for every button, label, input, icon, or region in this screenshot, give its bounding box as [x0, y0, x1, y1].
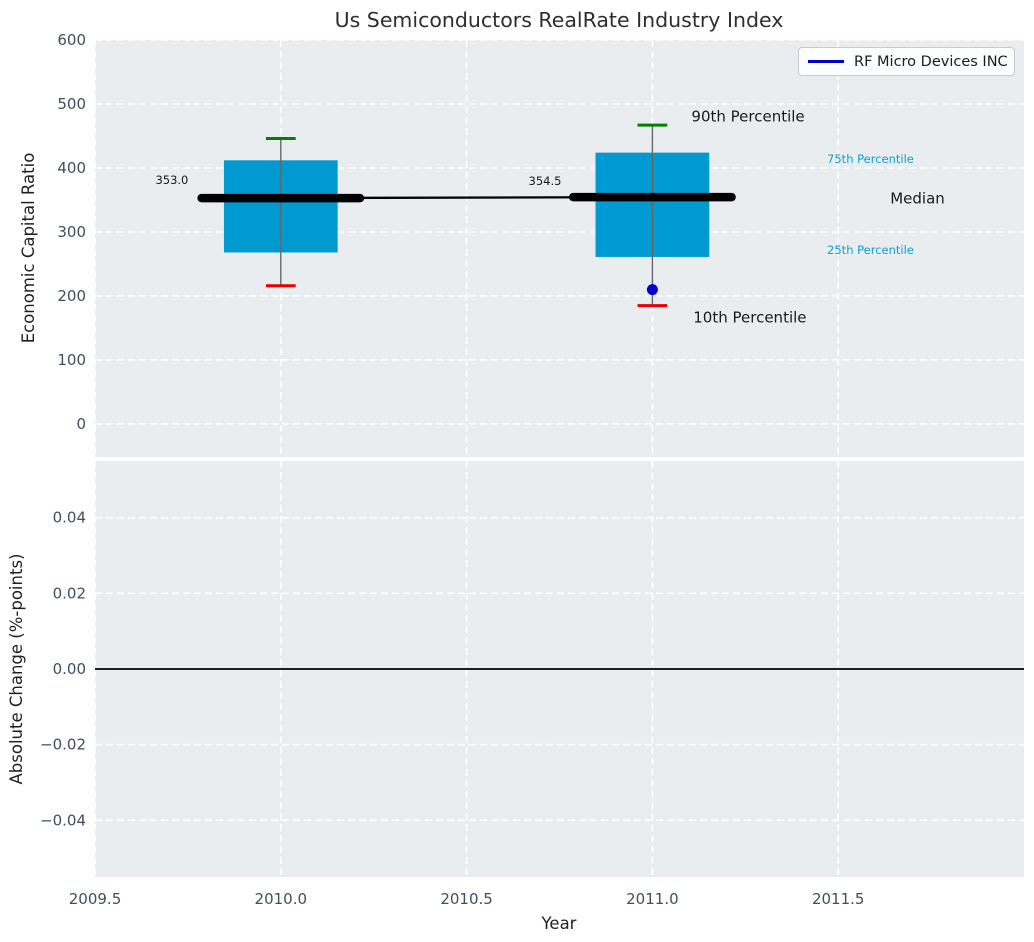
y-tick-label: −0.02 — [40, 736, 86, 754]
annotation-median: Median — [890, 189, 945, 207]
legend-label: RF Micro Devices INC — [854, 53, 1008, 70]
y-tick-label: 0.04 — [53, 509, 86, 527]
x-tick-label: 2010.5 — [440, 890, 493, 908]
y-tick-label: 0 — [76, 415, 86, 433]
annotation-90th-percentile: 90th Percentile — [691, 107, 804, 125]
x-tick-label: 2011.5 — [812, 890, 865, 908]
y-tick-label: 0.02 — [53, 584, 86, 602]
chart-title: Us Semiconductors RealRate Industry Inde… — [335, 8, 784, 32]
y-tick-label: −0.04 — [40, 811, 86, 829]
y-tick-label: 500 — [57, 95, 86, 113]
y-tick-label: 200 — [57, 287, 86, 305]
annotation-353-0: 353.0 — [155, 173, 188, 187]
y-tick-label: 0.00 — [53, 660, 86, 678]
x-tick-label: 2010.0 — [255, 890, 308, 908]
legend: RF Micro Devices INC — [798, 47, 1015, 76]
y-tick-label: 600 — [57, 31, 86, 49]
x-axis-label: Year — [541, 914, 577, 933]
annotation-354-5: 354.5 — [529, 174, 562, 188]
x-tick-label: 2009.5 — [69, 890, 122, 908]
y-tick-label: 300 — [57, 223, 86, 241]
y-axis-label-bottom: Absolute Change (%-points) — [7, 554, 26, 785]
annotation-25th-percentile: 25th Percentile — [827, 243, 914, 257]
y-tick-label: 400 — [57, 159, 86, 177]
y-tick-label: 100 — [57, 351, 86, 369]
legend-line-swatch — [808, 60, 844, 63]
x-tick-label: 2011.0 — [626, 890, 679, 908]
y-axis-label-top: Economic Capital Ratio — [19, 153, 38, 344]
annotation-75th-percentile: 75th Percentile — [827, 152, 914, 166]
annotation-10th-percentile: 10th Percentile — [693, 308, 806, 326]
company-point — [646, 284, 658, 296]
